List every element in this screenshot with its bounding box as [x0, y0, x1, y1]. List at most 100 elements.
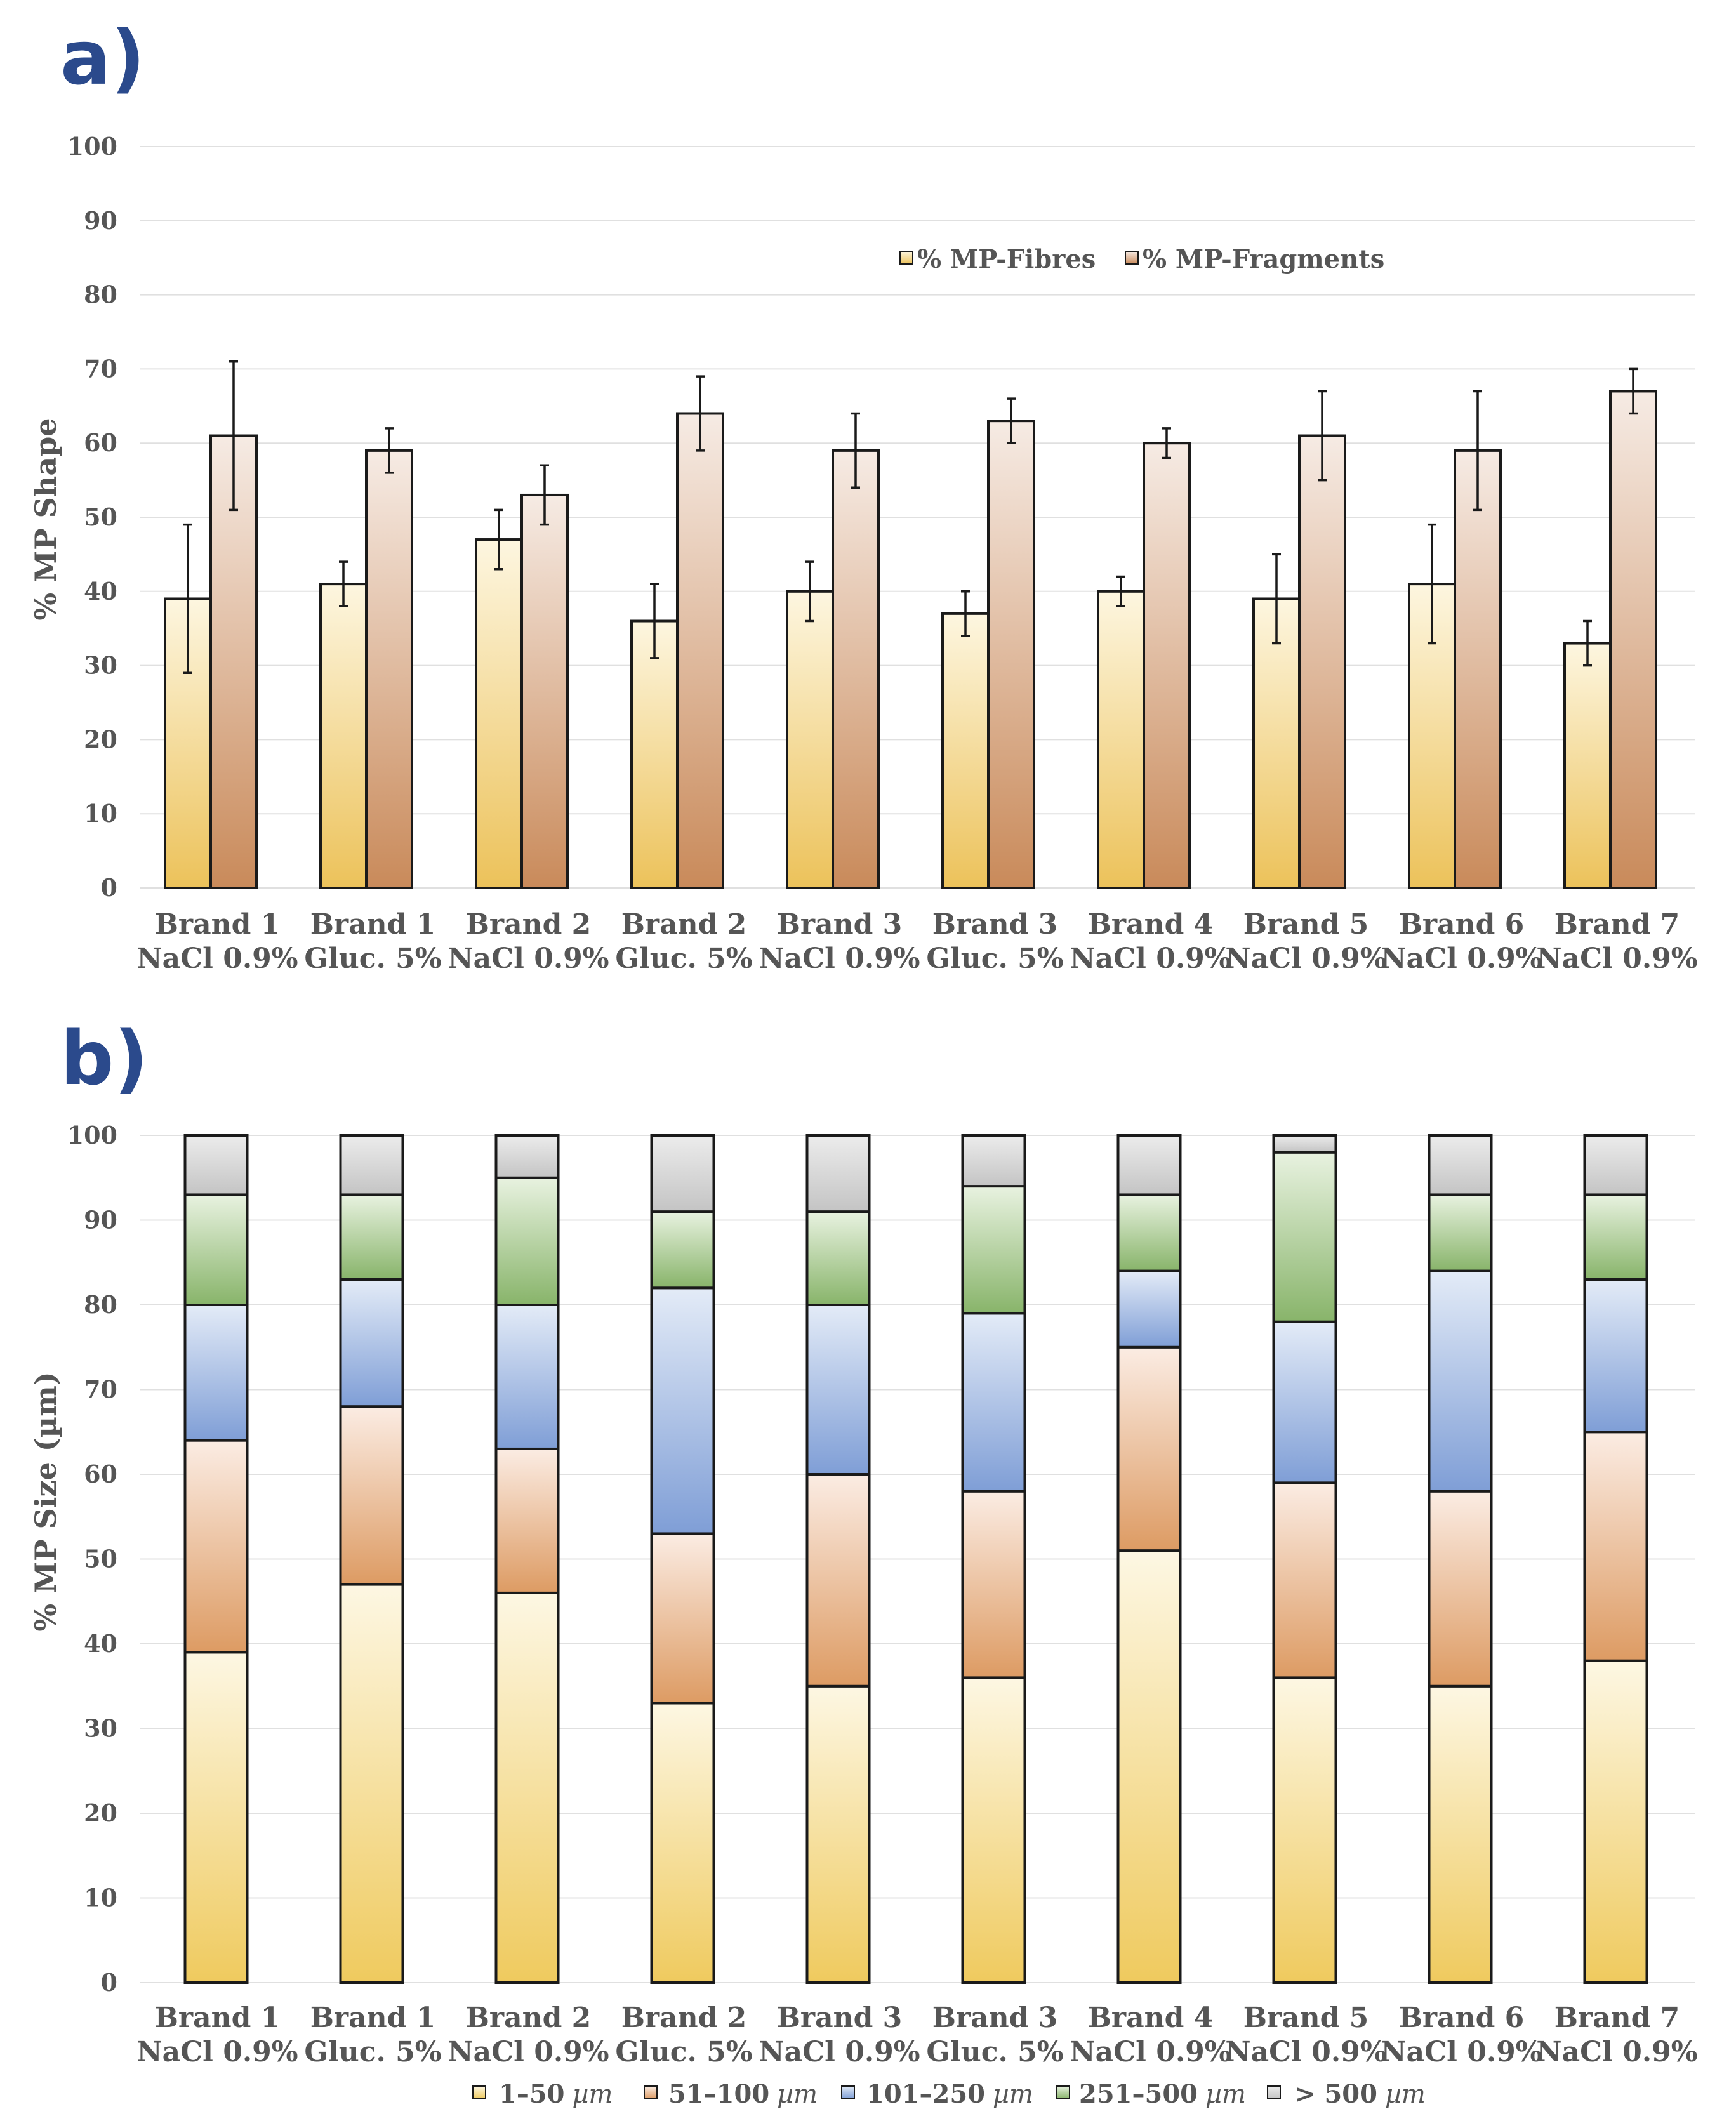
y-tick-label: 70 — [84, 354, 117, 383]
segment-251-500-m — [494, 1176, 560, 1306]
x-category-label: Brand 6 — [1399, 908, 1525, 941]
x-category-label: Brand 3 — [777, 908, 903, 941]
segment-1-50-m — [339, 1583, 404, 1985]
error-bar — [1116, 575, 1125, 607]
error-bar — [1162, 427, 1171, 459]
segment-251-500-m — [961, 1185, 1026, 1315]
segment-51-100-m — [1428, 1490, 1493, 1688]
segment-101-250-m — [1272, 1320, 1337, 1484]
x-category-sublabel: NaCl 0.9% — [136, 2036, 298, 2068]
x-category-label: Brand 2 — [621, 2002, 747, 2034]
y-tick-label: 70 — [84, 1375, 117, 1404]
bar-mp-fragments — [520, 493, 569, 889]
bar-mp-fibres — [786, 590, 834, 889]
y-tick-label: 60 — [84, 1460, 117, 1488]
segment-101-250-m — [961, 1312, 1026, 1493]
panel-a-legend: % MP-Fibres % MP-Fragments — [899, 244, 1384, 274]
bar-mp-fibres — [941, 612, 990, 890]
panel-b-legend: 1–50 µm 51–100 µm 101–250 µm 251–500 µm > 50… — [472, 2079, 1426, 2109]
segment-251-500-m — [1428, 1193, 1493, 1272]
error-bar — [1629, 367, 1638, 415]
error-bar — [961, 590, 970, 637]
y-tick-label: 100 — [67, 132, 117, 161]
segment-101-250-m — [1428, 1269, 1493, 1493]
y-tick-label: 80 — [84, 1290, 117, 1319]
x-category-label: Brand 7 — [1554, 908, 1680, 941]
x-category-sublabel: NaCl 0.9% — [759, 942, 920, 975]
y-tick-label: 20 — [84, 1799, 117, 1827]
x-category-label: Brand 7 — [1554, 2002, 1680, 2034]
segment-251-500-m — [183, 1193, 249, 1306]
legend-swatch-fragments — [1125, 251, 1139, 265]
segment-51-100-m — [1583, 1431, 1648, 1662]
error-bar — [1272, 553, 1281, 645]
bar-mp-fragments — [987, 420, 1035, 889]
segment-251-500-m — [1116, 1193, 1182, 1272]
x-category-sublabel: NaCl 0.9% — [447, 2036, 609, 2068]
y-tick-label: 50 — [84, 503, 117, 531]
segment-251-500-m — [805, 1210, 871, 1307]
segment-101-250-m — [805, 1304, 871, 1476]
x-category-sublabel: NaCl 0.9% — [1536, 2036, 1697, 2068]
x-category-label: Brand 4 — [1088, 908, 1214, 941]
bar-mp-fibres — [630, 619, 679, 890]
segment-500-m — [1272, 1134, 1337, 1154]
x-category-sublabel: NaCl 0.9% — [1225, 942, 1386, 975]
x-category-sublabel: Gluc. 5% — [615, 942, 752, 975]
panel-a-shape-chart: a) % MP Shape 0 10 20 30 40 50 60 70 80 90 100 Bra… — [29, 14, 1698, 975]
error-bar — [494, 508, 503, 571]
legend-label-1-50: 1–50 µm — [499, 2079, 613, 2109]
x-category-sublabel: Gluc. 5% — [926, 942, 1063, 975]
y-tick-label: 10 — [84, 1884, 117, 1912]
error-bar — [1007, 397, 1016, 444]
segment-101-250-m — [339, 1278, 404, 1408]
segment-1-50-m — [1428, 1684, 1493, 1984]
segment-500-m — [1116, 1134, 1182, 1196]
bar-mp-fragments — [1454, 449, 1502, 889]
bar-mp-fibres — [1097, 590, 1145, 889]
segment-101-250-m — [1583, 1278, 1648, 1434]
segment-251-500-m — [1583, 1193, 1648, 1281]
bar-mp-fragments — [832, 449, 880, 889]
y-tick-label: 10 — [84, 799, 117, 828]
x-category-sublabel: Gluc. 5% — [926, 2036, 1063, 2068]
panel-b-label: b) — [60, 1014, 148, 1102]
y-tick-label: 40 — [84, 577, 117, 605]
segment-500-m — [183, 1134, 249, 1196]
x-category-label: Brand 3 — [777, 2002, 903, 2034]
y-tick-label: 0 — [101, 873, 117, 902]
legend-swatch-1-50 — [472, 2085, 486, 2099]
x-category-sublabel: NaCl 0.9% — [447, 942, 609, 975]
y-tick-label: 80 — [84, 281, 117, 309]
error-bar — [540, 464, 549, 526]
y-tick-label: 20 — [84, 725, 117, 753]
x-category-sublabel: NaCl 0.9% — [1381, 942, 1542, 975]
segment-1-50-m — [1116, 1549, 1182, 1984]
error-bar — [696, 375, 705, 452]
x-category-sublabel: NaCl 0.9% — [1070, 942, 1231, 975]
bar-mp-fragments — [1143, 442, 1191, 889]
x-category-sublabel: NaCl 0.9% — [759, 2036, 920, 2068]
x-category-label: Brand 5 — [1243, 908, 1369, 941]
y-tick-label: 0 — [101, 1968, 117, 1997]
x-category-label: Brand 1 — [155, 2002, 281, 2034]
error-bar — [805, 560, 814, 623]
legend-label-fibres: % MP-Fibres — [917, 244, 1096, 274]
x-category-label: Brand 2 — [466, 2002, 592, 2034]
segment-500-m — [805, 1134, 871, 1213]
bar-mp-fragments — [676, 412, 724, 889]
y-tick-label: 40 — [84, 1629, 117, 1658]
error-bar — [339, 560, 348, 607]
error-bar — [385, 427, 394, 474]
legend-swatch-101-250 — [841, 2085, 855, 2099]
segment-51-100-m — [650, 1532, 715, 1705]
x-category-label: Brand 1 — [310, 908, 436, 941]
error-bar — [229, 360, 238, 512]
x-category-sublabel: Gluc. 5% — [304, 2036, 441, 2068]
legend-label-101-250: 101–250 µm — [866, 2079, 1033, 2109]
x-category-label: Brand 2 — [621, 908, 747, 941]
legend-swatch-251-500 — [1056, 2085, 1070, 2099]
segment-1-50-m — [805, 1684, 871, 1984]
legend-swatch-fibres — [899, 251, 913, 265]
